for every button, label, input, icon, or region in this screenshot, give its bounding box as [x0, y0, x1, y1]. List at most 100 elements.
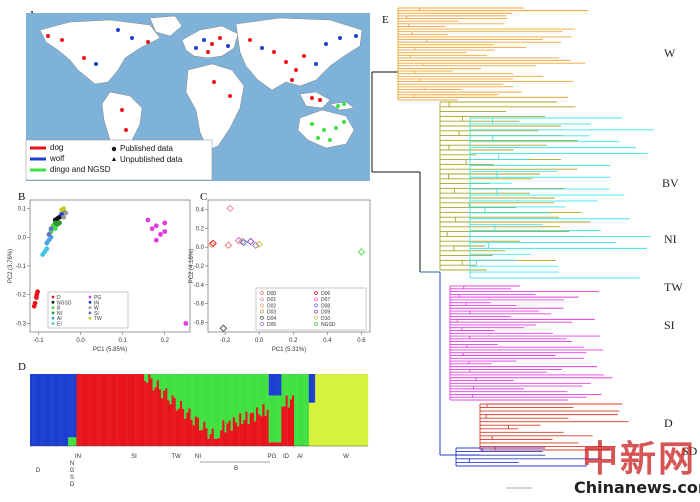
admixture-bar-segment [34, 374, 37, 446]
admixture-bar-segment [264, 374, 267, 416]
admixture-bar-segment [342, 374, 345, 446]
pca-b-point-tw [59, 207, 64, 213]
pca-b-point-pg [149, 226, 155, 232]
admixture-bar-segment [199, 374, 202, 431]
admixture-bar-segment [65, 374, 69, 446]
admixture-bar-segment [118, 374, 121, 446]
pca-b-point-pg [162, 220, 168, 226]
admixture-bar-segment [241, 423, 244, 446]
pca-c-legend-marker [314, 291, 318, 295]
admixture-bar-segment [110, 374, 113, 446]
admixture-bar-segment [222, 420, 225, 446]
admixture-bar-segment [230, 430, 233, 446]
admixture-bar-segment [196, 374, 200, 418]
admixture-bar-segment [289, 399, 293, 446]
admixture-bar-segment [179, 374, 183, 401]
admixture-pop-label: PG [268, 454, 277, 460]
pca-c-ytick-label: 0.0 [196, 245, 205, 251]
admixture-bar-segment [332, 374, 335, 446]
admixture-bar-segment [283, 374, 286, 407]
pca-b-legend-marker [51, 311, 55, 315]
admixture-bar-segment [275, 374, 278, 396]
pca-c-legend-marker [260, 297, 264, 302]
pca-b-point-pg [153, 223, 159, 229]
admixture-bar-segment [241, 374, 244, 424]
admixture-bar-segment [49, 374, 52, 446]
admixture-bar-segment [120, 374, 124, 446]
map-legend-box [25, 139, 213, 181]
admixture-bar-segment [152, 390, 155, 446]
clade-label-w: W [664, 46, 676, 60]
admixture-bar-segment [74, 374, 77, 438]
admixture-bar-segment [190, 419, 193, 446]
watermark-cn: 中新网 [582, 439, 697, 480]
pca-b-legend-label: AI [57, 316, 62, 322]
greenland [149, 15, 183, 37]
admixture-bar-segment [359, 374, 362, 446]
admixture-bar-segment [129, 374, 132, 446]
admixture-bar-segment [224, 374, 227, 433]
admixture-bar-segment [220, 430, 223, 446]
admixture-bar-segment [245, 374, 248, 412]
pca-c-legend-label: D10 [321, 316, 330, 322]
admixture-bar-segment [177, 408, 181, 446]
admixture-bar-segment [108, 374, 111, 446]
pca-b-point-ngsd [54, 216, 60, 222]
pca-b-point-pg [158, 232, 163, 237]
admixture-bar-segment [36, 374, 39, 446]
pca-c-legend-marker [260, 303, 264, 308]
pca-c-ytick-label: -0.2 [194, 264, 205, 270]
admixture-bar-segment [245, 411, 248, 446]
admixture-bar-segment [201, 374, 204, 431]
legend-published-label: Published data [120, 144, 173, 153]
admixture-bar-segment [247, 374, 250, 424]
pca-c-xlabel: PC1 (5.31%) [272, 347, 306, 353]
admixture-bar-segment [262, 374, 265, 405]
admixture-bar-segment [152, 374, 155, 391]
admixture-bar-segment [334, 374, 337, 446]
admixture-bar-segment [220, 374, 223, 431]
admixture-bar-segment [224, 432, 227, 446]
admixture-bar-segment [313, 374, 316, 403]
admixture-pop-label: NI [195, 454, 201, 460]
admixture-bar-segment [144, 380, 147, 446]
pca-c-legend-label: D08 [321, 303, 330, 309]
pca-c-legend-marker [260, 309, 264, 314]
admixture-bar-segment [169, 404, 172, 446]
admixture-bar-segment [266, 374, 269, 410]
pca-b-legend-marker [88, 300, 92, 304]
admixture-plot [30, 374, 369, 463]
admixture-bar-segment [287, 407, 290, 446]
admixture-bar-segment [213, 438, 217, 446]
admixture-bar-segment [209, 433, 212, 446]
admixture-bar-segment [218, 374, 221, 438]
admixture-bar-segment [258, 414, 261, 446]
admixture-bar-segment [251, 374, 255, 413]
admixture-bar-segment [184, 374, 187, 419]
clade-label-sd: SD [682, 444, 698, 458]
pca-b-ytick-label: -0.3 [16, 321, 27, 327]
admixture-bar-segment [272, 374, 276, 396]
admixture-bar-segment [156, 380, 160, 446]
pca-b-legend-label: NI [57, 311, 62, 317]
admixture-bar-segment [348, 374, 352, 446]
admixture-bar-segment [93, 374, 96, 446]
admixture-bars [30, 374, 369, 446]
admixture-bar-segment [279, 442, 282, 446]
admixture-bar-segment [268, 374, 271, 396]
pca-c-legend-marker [260, 322, 264, 326]
admixture-bar-segment [127, 374, 130, 446]
admixture-bar-segment [89, 374, 92, 446]
pca-b-legend-marker [51, 300, 55, 304]
admixture-bar-segment [146, 374, 149, 383]
admixture-bar-segment [230, 374, 233, 431]
pca-b-legend-label: B [57, 306, 61, 312]
pca-c-legend-label: D02 [267, 303, 276, 309]
pca-c-legend-marker [260, 315, 264, 320]
admixture-bar-segment [165, 374, 168, 389]
admixture-bar-segment [315, 374, 318, 446]
pca-c-legend-label: D00 [267, 291, 276, 297]
legend-unpublished-label: Unpublished data [120, 155, 183, 164]
pca-b-legend-label: IN [94, 300, 99, 306]
